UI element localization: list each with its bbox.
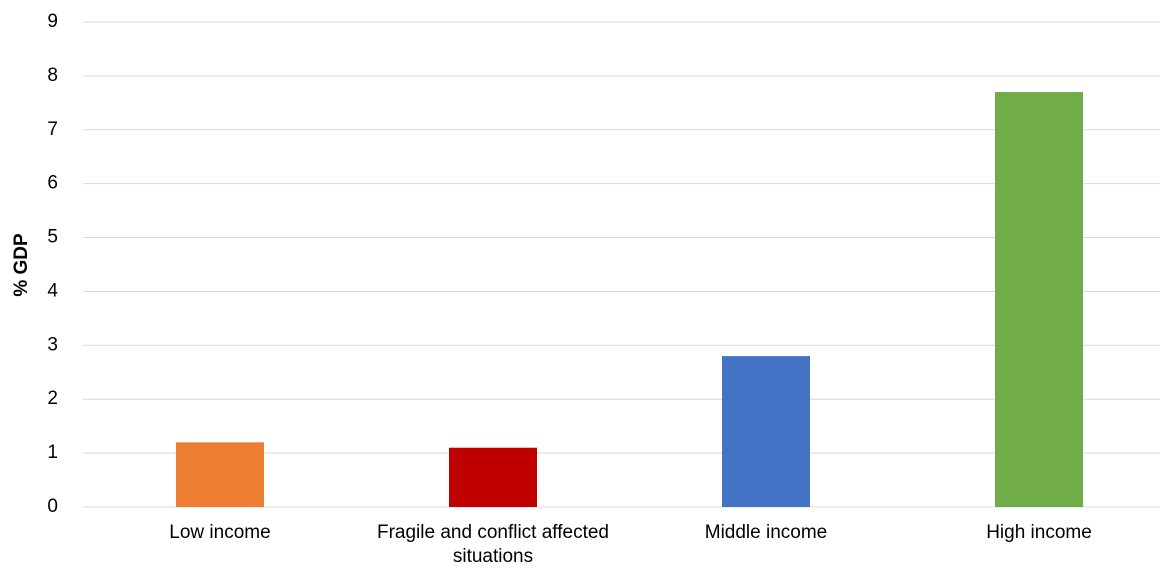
- y-tick-label: 0: [47, 496, 58, 517]
- y-tick-label: 3: [47, 334, 58, 355]
- y-tick-label: 5: [47, 227, 58, 248]
- x-tick-label: Fragile and conflict affected situations: [376, 522, 609, 567]
- bar: [995, 92, 1083, 508]
- x-tick-label: Low income: [169, 522, 271, 543]
- bar: [449, 447, 537, 507]
- y-tick-label: 7: [47, 119, 58, 140]
- x-tick-label: High income: [986, 522, 1092, 543]
- y-tick-label: 8: [47, 65, 58, 86]
- y-tick-label: 1: [47, 442, 58, 463]
- y-tick-label: 9: [47, 11, 58, 32]
- bar: [176, 442, 264, 507]
- y-tick-label: 4: [47, 280, 58, 301]
- y-tick-label: 6: [47, 173, 58, 194]
- y-axis-label: % GDP: [11, 233, 32, 297]
- bar: [722, 356, 810, 507]
- y-tick-label: 2: [47, 388, 58, 409]
- x-tick-label: Middle income: [704, 522, 828, 543]
